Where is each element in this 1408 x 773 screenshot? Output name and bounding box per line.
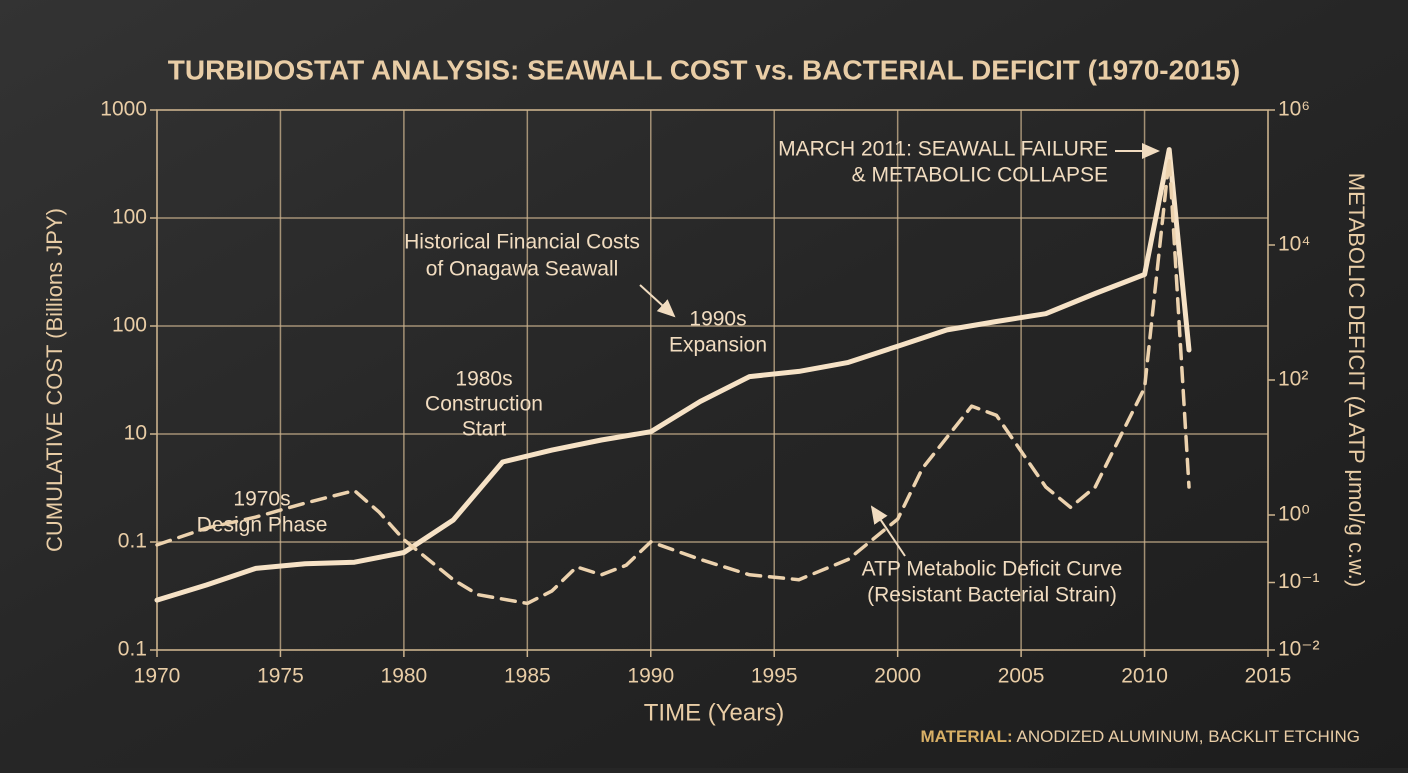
annotation: Construction [425,393,543,416]
material-label: MATERIAL: [920,727,1012,746]
x-tick-label: 2010 [1121,665,1168,688]
x-tick-label: 1970 [134,665,181,688]
annotation: of Onagawa Seawall [426,258,619,281]
y2-tick-label: 10² [1278,368,1308,391]
plot-frame [156,109,1269,651]
material-text: ANODIZED ALUMINUM, BACKLIT ETCHING [1016,727,1360,746]
x-tick-label: 1980 [381,665,428,688]
x-tick-label: 2000 [874,665,921,688]
y2-tick-label: 10⁴ [1278,233,1310,256]
y-tick-label: 100 [112,314,147,337]
annotation-arrow [870,505,906,557]
x-tick-label: 2005 [998,665,1045,688]
chart-title: TURBIDOSTAT ANALYSIS: SEAWALL COST vs. B… [168,54,1240,85]
x-tick-label: 1975 [257,665,304,688]
y2-tick-label: 10⁻¹ [1278,570,1319,593]
annotation: & METABOLIC COLLAPSE [852,164,1108,187]
y2-tick-label: 10⁻² [1278,638,1319,661]
annotation: Design Phase [197,514,328,537]
x-tick-label: 1985 [504,665,551,688]
y-tick-label: 10 [124,422,147,445]
series-line [155,156,1191,606]
x-tick-label: 1995 [751,665,798,688]
annotation: 1990s [689,308,746,331]
annotation: Expansion [669,334,767,357]
annotation: ATP Metabolic Deficit Curve [862,558,1123,581]
annotation-arrow [639,284,676,318]
material-note: MATERIAL: ANODIZED ALUMINUM, BACKLIT ETC… [920,727,1360,746]
x-axis-title: TIME (Years) [644,699,784,726]
y2-axis-title: METABOLIC DEFICIT (Δ ATP μmol/g c.w.) [1344,173,1369,587]
y2-tick-label: 10⁶ [1278,98,1310,121]
x-tick-label: 2015 [1245,665,1292,688]
y-tick-label: 100 [112,206,147,229]
y-axis-title: CUMULATIVE COST (Billions JPY) [42,208,67,552]
annotation: 1980s [455,368,512,391]
y-tick-label: 0.1 [118,530,147,553]
annotation: Historical Financial Costs [404,231,640,254]
series-line [154,147,1192,603]
y-tick-label: 1000 [100,98,147,121]
annotation: 1970s [233,488,290,511]
y2-tick-label: 10⁰ [1278,503,1310,526]
annotation: MARCH 2011: SEAWALL FAILURE [778,138,1108,161]
annotation: Start [462,418,507,441]
y-tick-label: 0.1 [118,638,147,661]
annotation: (Resistant Bacterial Strain) [867,584,1117,607]
x-tick-label: 1990 [627,665,674,688]
